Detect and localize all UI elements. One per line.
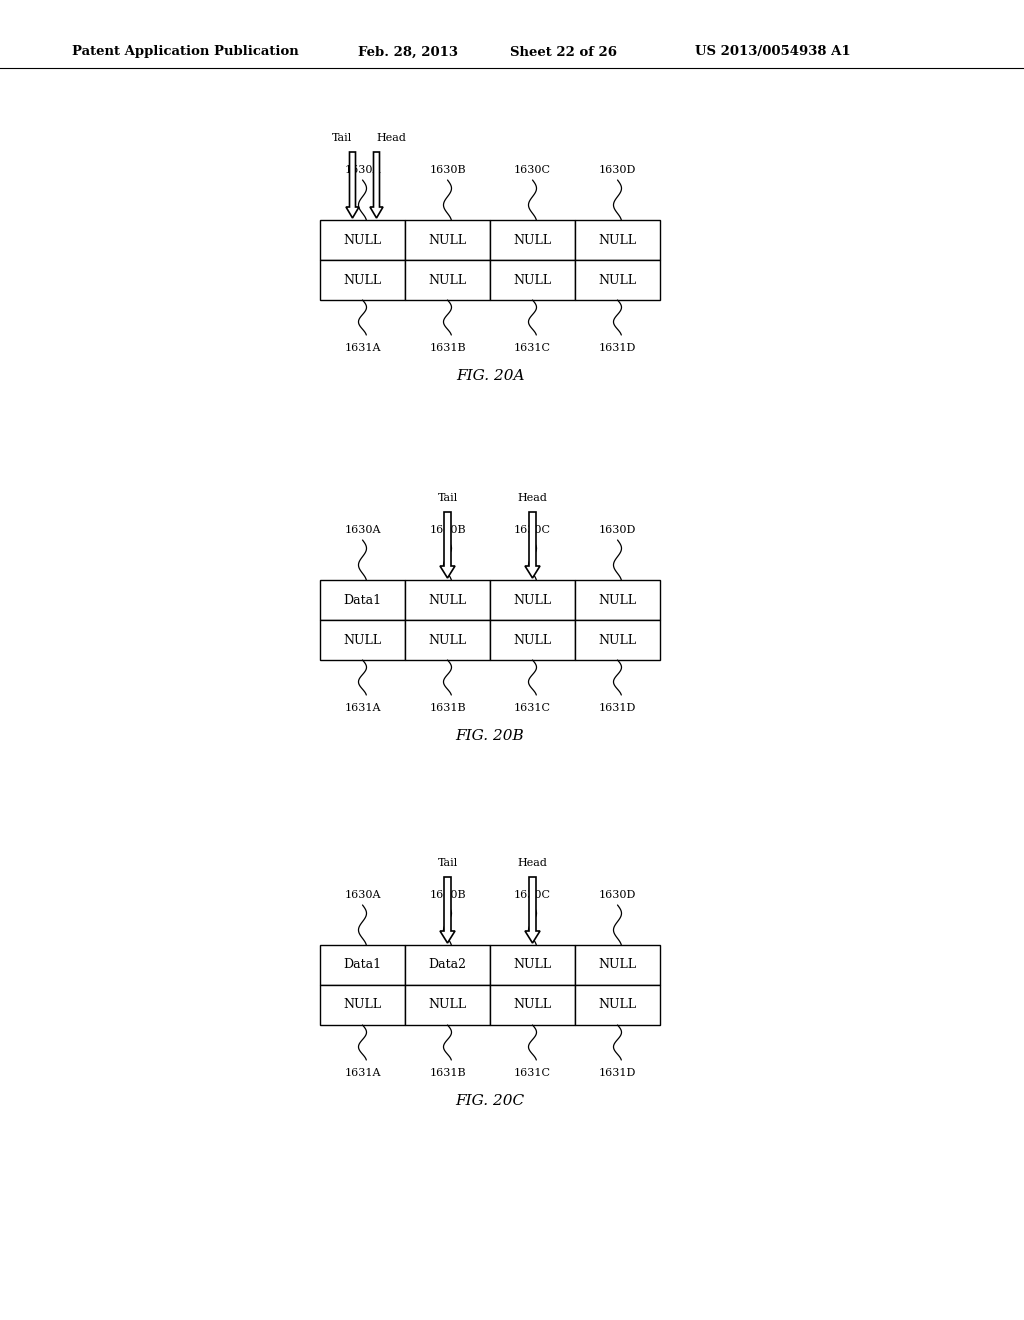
Text: NULL: NULL [343,998,382,1011]
Text: NULL: NULL [428,998,467,1011]
Text: 1631A: 1631A [344,1068,381,1078]
Text: 1630D: 1630D [599,525,636,535]
Text: 1630B: 1630B [429,525,466,535]
Text: 1631B: 1631B [429,704,466,713]
Text: NULL: NULL [343,234,382,247]
Text: Sheet 22 of 26: Sheet 22 of 26 [510,45,617,58]
Bar [575,985,660,1026]
Text: 1630D: 1630D [599,165,636,176]
Text: 1630C: 1630C [514,525,551,535]
Text: Tail: Tail [437,492,458,503]
Text: NULL: NULL [428,634,467,647]
Text: Data2: Data2 [428,958,467,972]
Text: NULL: NULL [598,634,637,647]
Polygon shape [346,152,359,218]
Text: 1631B: 1631B [429,1068,466,1078]
Text: Data1: Data1 [343,594,382,606]
Text: NULL: NULL [513,594,552,606]
Bar [319,945,406,985]
Text: NULL: NULL [513,998,552,1011]
Text: 1631A: 1631A [344,704,381,713]
Text: Head: Head [517,858,548,869]
Text: NULL: NULL [598,234,637,247]
Text: NULL: NULL [598,998,637,1011]
Bar [319,220,406,260]
Text: FIG. 20B: FIG. 20B [456,729,524,743]
Bar [490,579,575,620]
Text: 1631D: 1631D [599,343,636,352]
Polygon shape [440,876,455,942]
Text: Head: Head [377,133,407,143]
Bar [490,260,575,300]
Text: 1631D: 1631D [599,704,636,713]
Text: 1631C: 1631C [514,704,551,713]
Text: 1631A: 1631A [344,343,381,352]
Text: NULL: NULL [598,273,637,286]
Text: Data1: Data1 [343,958,382,972]
Text: 1630A: 1630A [344,165,381,176]
Text: NULL: NULL [513,634,552,647]
Bar [575,945,660,985]
Text: 1631C: 1631C [514,1068,551,1078]
Text: Head: Head [517,492,548,503]
Text: NULL: NULL [343,634,382,647]
Text: US 2013/0054938 A1: US 2013/0054938 A1 [695,45,851,58]
Text: Tail: Tail [437,858,458,869]
Text: NULL: NULL [598,594,637,606]
Polygon shape [525,876,540,942]
Bar [490,945,575,985]
Bar [406,620,490,660]
Bar [490,220,575,260]
Text: NULL: NULL [513,234,552,247]
Text: NULL: NULL [598,958,637,972]
Text: 1630C: 1630C [514,890,551,900]
Bar [575,260,660,300]
Polygon shape [440,512,455,578]
Text: 1631C: 1631C [514,343,551,352]
Bar [319,620,406,660]
Bar [575,220,660,260]
Bar [319,985,406,1026]
Bar [575,579,660,620]
Bar [490,985,575,1026]
Bar [319,579,406,620]
Text: FIG. 20A: FIG. 20A [456,370,524,383]
Text: NULL: NULL [343,273,382,286]
Polygon shape [370,152,383,218]
Text: 1630B: 1630B [429,165,466,176]
Text: Feb. 28, 2013: Feb. 28, 2013 [358,45,458,58]
Text: 1630D: 1630D [599,890,636,900]
Text: NULL: NULL [428,234,467,247]
Text: 1631B: 1631B [429,343,466,352]
Bar [490,620,575,660]
Text: 1630B: 1630B [429,890,466,900]
Bar [406,985,490,1026]
Text: 1630A: 1630A [344,890,381,900]
Text: NULL: NULL [513,958,552,972]
Text: NULL: NULL [428,273,467,286]
Text: Tail: Tail [332,133,352,143]
Polygon shape [525,512,540,578]
Text: 1631D: 1631D [599,1068,636,1078]
Text: FIG. 20C: FIG. 20C [456,1094,524,1107]
Text: NULL: NULL [428,594,467,606]
Text: NULL: NULL [513,273,552,286]
Bar [406,579,490,620]
Text: 1630A: 1630A [344,525,381,535]
Bar [319,260,406,300]
Bar [406,220,490,260]
Text: Patent Application Publication: Patent Application Publication [72,45,299,58]
Bar [406,260,490,300]
Bar [575,620,660,660]
Text: 1630C: 1630C [514,165,551,176]
Bar [406,945,490,985]
